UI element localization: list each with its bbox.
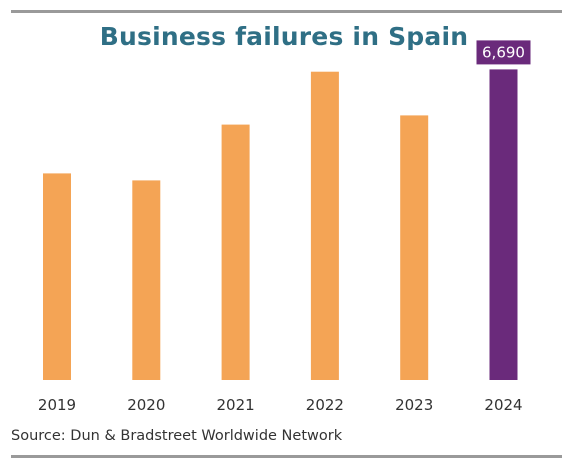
data-label-box-2024 [476, 40, 531, 65]
x-tick-label-2023: 2023 [395, 396, 433, 414]
x-tick-label-2024: 2024 [484, 396, 522, 414]
x-tick-label-2020: 2020 [127, 396, 165, 414]
x-tick-label-2022: 2022 [306, 396, 344, 414]
bar-2019 [43, 173, 71, 380]
bottom-rule [11, 455, 562, 458]
data-label-2024: 6,690 [482, 43, 525, 61]
bar-2024 [489, 69, 518, 381]
x-tick-label-2021: 2021 [217, 396, 255, 414]
chart-title: Business failures in Spain [99, 22, 469, 51]
source-note: Source: Dun & Bradstreet Worldwide Netwo… [11, 428, 343, 444]
bar-2021 [221, 124, 250, 380]
top-rule [11, 10, 562, 13]
bar-2020 [132, 180, 161, 380]
x-tick-label-2019: 2019 [38, 396, 76, 414]
bar-2023 [400, 115, 429, 381]
bar-2022 [310, 71, 339, 380]
